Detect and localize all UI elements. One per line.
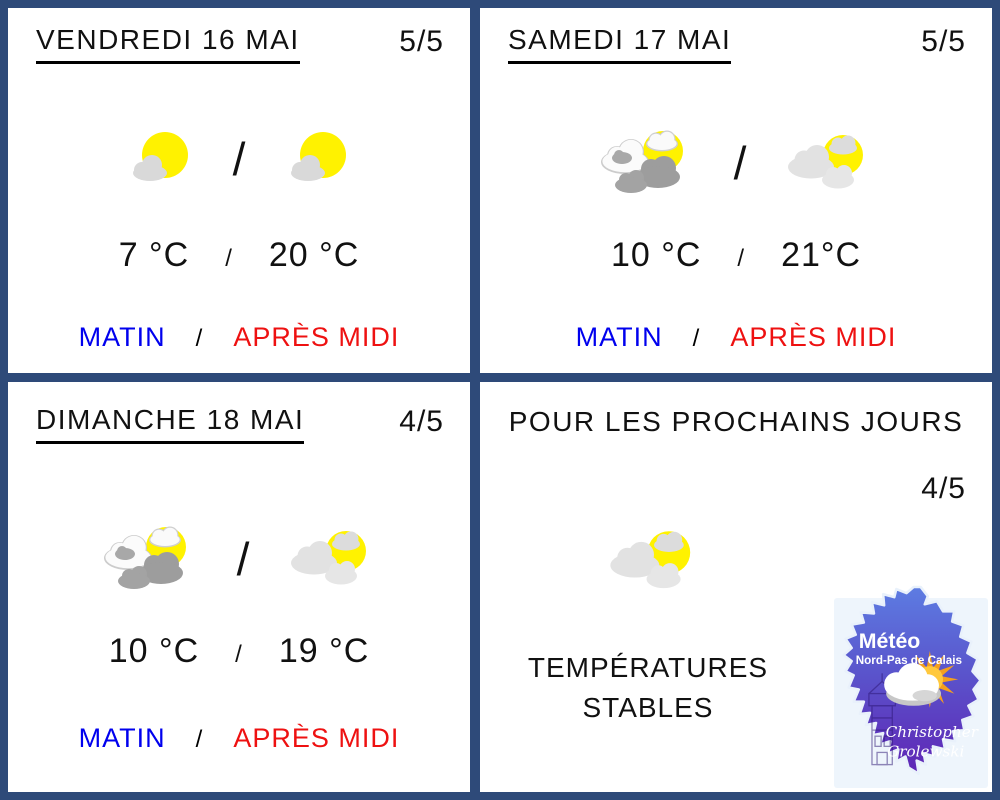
weather-icons-row: / xyxy=(480,130,992,196)
afternoon-label: APRÈS MIDI xyxy=(233,322,400,352)
afternoon-label: APRÈS MIDI xyxy=(233,723,400,753)
afternoon-temperature: 21°C xyxy=(781,236,862,274)
belfry-sketch-icon xyxy=(868,673,896,766)
temperatures-row: 10 °C / 19 °C xyxy=(8,632,470,671)
day-header: DIMANCHE 18 MAI 4/5 xyxy=(8,404,470,444)
period-labels-row: MATIN / APRÈS MIDI xyxy=(480,322,992,353)
morning-label: MATIN xyxy=(575,322,663,352)
slash-separator: / xyxy=(195,726,204,753)
outlook-panel: POUR LES PROCHAINS JOURS 4/5 TEMPÉRATURE… xyxy=(480,382,992,792)
sun-with-gray-clouds-icon xyxy=(600,130,683,193)
logo-title: Météo xyxy=(859,629,921,653)
day-panel-vendredi: VENDREDI 16 MAI 5/5 / 7 °C / xyxy=(8,8,470,373)
afternoon-label: APRÈS MIDI xyxy=(730,322,897,352)
logo-author-line2: Grolewski xyxy=(887,742,964,760)
sun-with-small-cloud-icon xyxy=(291,132,347,181)
slash-separator: / xyxy=(692,325,701,352)
meteo-nord-pas-de-calais-logo: Météo Nord-Pas de Calais Christopher Gro… xyxy=(842,585,982,776)
confidence-index: 4/5 xyxy=(399,405,444,438)
slash-separator: / xyxy=(236,533,250,585)
slash-separator: / xyxy=(733,137,747,189)
logo-cloud-icon xyxy=(884,663,941,706)
weather-icons-row: / xyxy=(8,526,470,592)
outlook-text-line1: TEMPÉRATURES xyxy=(527,652,769,683)
outlook-text: TEMPÉRATURES STABLES xyxy=(480,648,816,728)
slash-separator: / xyxy=(225,245,233,272)
morning-temperature: 10 °C xyxy=(610,236,702,274)
slash-separator: / xyxy=(232,133,246,185)
day-header: VENDREDI 16 MAI 5/5 xyxy=(8,24,470,64)
sun-with-light-clouds-icon xyxy=(610,531,691,589)
afternoon-temperature: 19 °C xyxy=(278,632,370,670)
temperatures-row: 7 °C / 20 °C xyxy=(8,236,470,275)
morning-label: MATIN xyxy=(78,322,166,352)
slash-separator: / xyxy=(737,245,746,272)
slash-separator: / xyxy=(235,641,243,668)
day-panel-dimanche: DIMANCHE 18 MAI 4/5 / 10 ° xyxy=(8,382,470,792)
morning-temperature: 10 °C xyxy=(108,632,200,670)
logo-subtitle: Nord-Pas de Calais xyxy=(856,654,962,667)
morning-temperature: 7 °C xyxy=(118,236,190,274)
outlook-text-line2: STABLES xyxy=(582,692,714,723)
day-title: DIMANCHE 18 MAI xyxy=(36,404,305,444)
confidence-index: 5/5 xyxy=(921,25,966,58)
sun-with-light-clouds-icon xyxy=(291,531,367,585)
confidence-index: 5/5 xyxy=(399,25,444,58)
morning-label: MATIN xyxy=(78,723,166,753)
period-labels-row: MATIN / APRÈS MIDI xyxy=(8,723,470,754)
outlook-title: POUR LES PROCHAINS JOURS xyxy=(508,406,964,437)
day-title: SAMEDI 17 MAI xyxy=(508,24,732,64)
confidence-index: 4/5 xyxy=(921,472,966,505)
weather-icons-row: / xyxy=(8,130,470,188)
period-labels-row: MATIN / APRÈS MIDI xyxy=(8,322,470,353)
afternoon-temperature: 20 °C xyxy=(268,236,360,274)
sun-with-light-clouds-icon xyxy=(788,135,864,189)
sun-with-small-cloud-icon xyxy=(132,132,188,181)
day-panel-samedi: SAMEDI 17 MAI 5/5 / 10 °C xyxy=(480,8,992,373)
temperatures-row: 10 °C / 21°C xyxy=(480,236,992,275)
logo-author-line1: Christopher xyxy=(886,723,980,741)
day-header: SAMEDI 17 MAI 5/5 xyxy=(480,24,992,64)
sun-with-gray-clouds-icon xyxy=(103,526,186,589)
day-title: VENDREDI 16 MAI xyxy=(36,24,300,64)
slash-separator: / xyxy=(195,325,204,352)
weather-icon-wrap xyxy=(608,528,700,599)
